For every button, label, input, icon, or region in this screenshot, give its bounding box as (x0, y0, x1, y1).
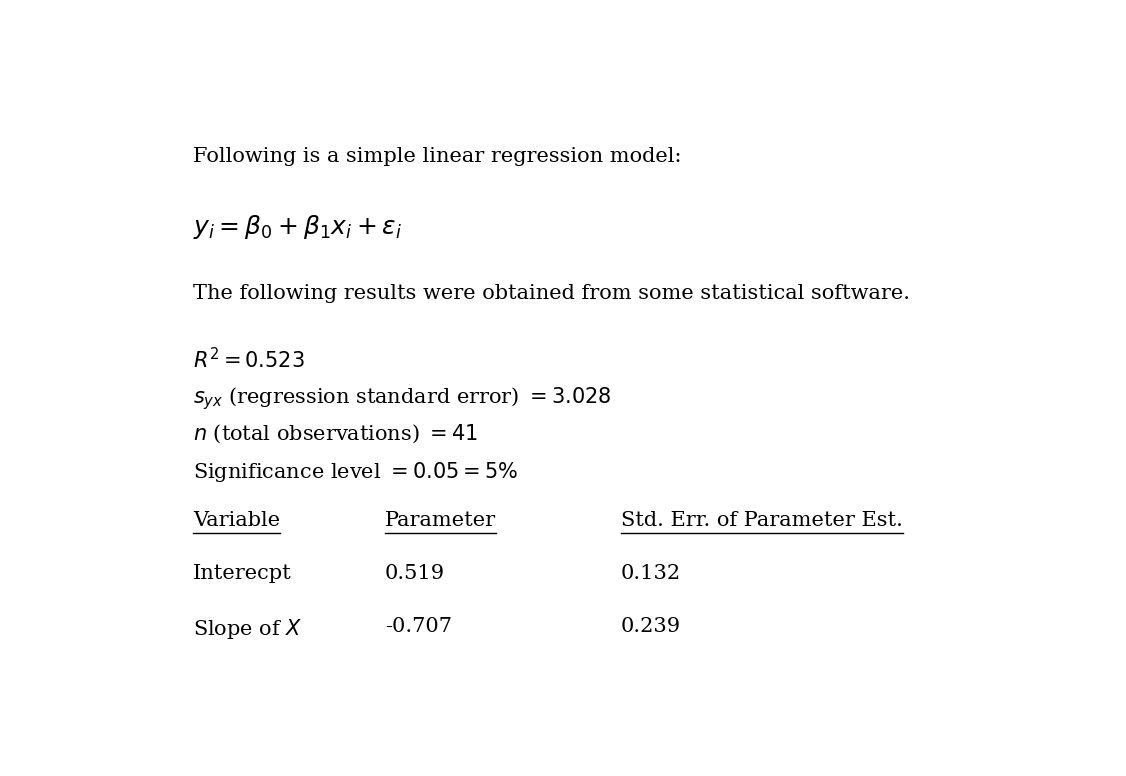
Text: The following results were obtained from some statistical software.: The following results were obtained from… (194, 284, 910, 303)
Text: Interecpt: Interecpt (194, 564, 292, 583)
Text: $s_{yx}$ (regression standard error) $= 3.028$: $s_{yx}$ (regression standard error) $= … (194, 385, 611, 411)
Text: $n$ (total observations) $= 41$: $n$ (total observations) $= 41$ (194, 422, 479, 445)
Text: Parameter: Parameter (385, 511, 497, 530)
Text: $y_i = \beta_0 + \beta_1 x_i + \varepsilon_i$: $y_i = \beta_0 + \beta_1 x_i + \varepsil… (194, 213, 402, 241)
Text: Following is a simple linear regression model:: Following is a simple linear regression … (194, 147, 681, 166)
Text: Slope of $X$: Slope of $X$ (194, 617, 303, 640)
Text: 0.132: 0.132 (620, 564, 681, 583)
Text: Std. Err. of Parameter Est.: Std. Err. of Parameter Est. (620, 511, 903, 530)
Text: 0.239: 0.239 (620, 617, 681, 636)
Text: $R^2 = 0.523$: $R^2 = 0.523$ (194, 347, 305, 372)
Text: Significance level $= 0.05 = 5\%$: Significance level $= 0.05 = 5\%$ (194, 460, 518, 484)
Text: Variable: Variable (194, 511, 280, 530)
Text: -0.707: -0.707 (385, 617, 453, 636)
Text: 0.519: 0.519 (385, 564, 445, 583)
